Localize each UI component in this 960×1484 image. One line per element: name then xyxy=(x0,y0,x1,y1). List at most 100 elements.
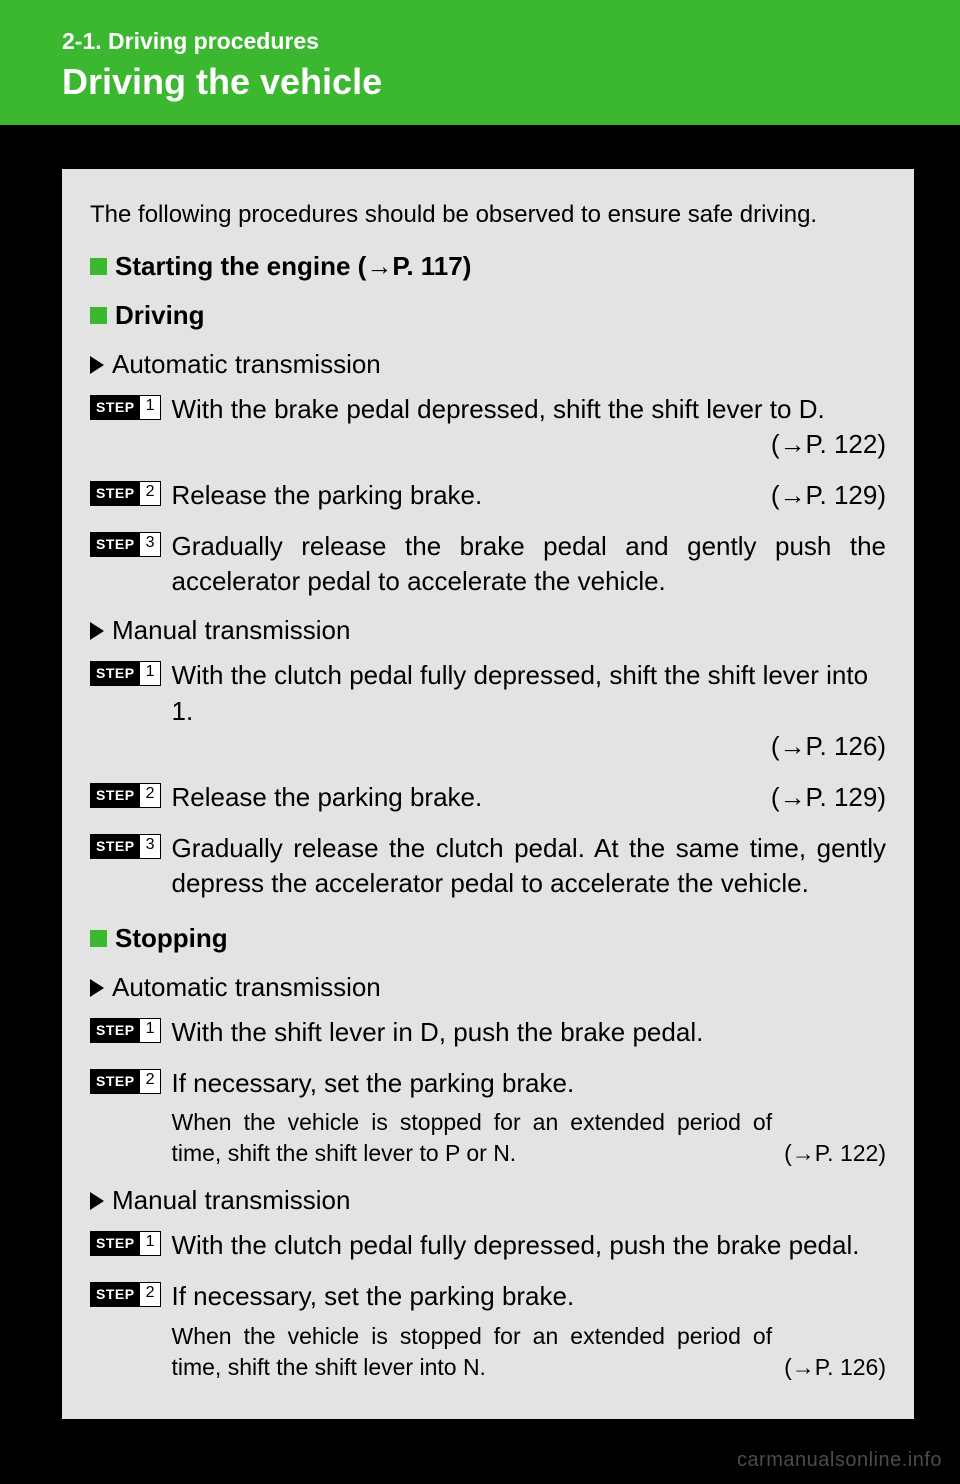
step-body: If necessary, set the parking brake. Whe… xyxy=(171,1279,886,1382)
intro-text: The following procedures should be obser… xyxy=(90,201,886,229)
step-row: STEP 1 With the clutch pedal fully depre… xyxy=(90,658,886,763)
step-ref: (→P. 122) xyxy=(772,1138,886,1169)
ref-close: P. 129) xyxy=(806,782,886,812)
step-badge: STEP 2 xyxy=(90,1069,161,1094)
step-label: STEP xyxy=(91,1019,140,1042)
step-row: STEP 1 With the shift lever in D, push t… xyxy=(90,1015,886,1050)
triangle-bullet-icon xyxy=(90,356,104,374)
step-number: 1 xyxy=(140,396,161,419)
step-badge: STEP 1 xyxy=(90,395,161,420)
arrow-icon: → xyxy=(780,429,806,459)
arrow-icon: → xyxy=(780,731,806,761)
section-driving: Driving xyxy=(90,300,886,331)
triangle-bullet-icon xyxy=(90,979,104,997)
starting-title-b: P. 117) xyxy=(392,251,471,281)
square-bullet-icon xyxy=(90,258,107,275)
step-number: 1 xyxy=(140,1232,161,1255)
step-row: STEP 2 If necessary, set the parking bra… xyxy=(90,1066,886,1169)
step-number: 3 xyxy=(140,533,161,556)
step-ref: (→P. 129) xyxy=(759,478,886,513)
triangle-bullet-icon xyxy=(90,1192,104,1210)
step-badge: STEP 3 xyxy=(90,834,161,859)
sub-title-manual: Manual transmission xyxy=(112,615,350,646)
ref-close: P. 129) xyxy=(806,480,886,510)
step-number: 2 xyxy=(140,784,161,807)
step-badge: STEP 3 xyxy=(90,532,161,557)
section-starting: Starting the engine (→P. 117) xyxy=(90,251,886,282)
content-card: The following procedures should be obser… xyxy=(62,169,914,1419)
subsection-auto: Automatic transmission xyxy=(90,972,886,1003)
step-row: STEP 1 With the clutch pedal fully depre… xyxy=(90,1228,886,1263)
step-ref: (→P. 126) xyxy=(772,1352,886,1383)
step-label: STEP xyxy=(91,396,140,419)
step-label: STEP xyxy=(91,533,140,556)
ref-close: P. 122) xyxy=(806,429,886,459)
step-body: Release the parking brake. (→P. 129) xyxy=(171,780,886,815)
ref-close: P. 122) xyxy=(815,1140,886,1166)
step-label: STEP xyxy=(91,1283,140,1306)
step-label: STEP xyxy=(91,482,140,505)
step-row: STEP 2 Release the parking brake. (→P. 1… xyxy=(90,780,886,815)
section-title-starting: Starting the engine (→P. 117) xyxy=(115,251,471,282)
step-text: With the clutch pedal fully depressed, s… xyxy=(171,658,886,728)
step-ref: (→P. 122) xyxy=(759,427,886,462)
step-row: STEP 2 Release the parking brake. (→P. 1… xyxy=(90,478,886,513)
step-row: STEP 3 Gradually release the brake pedal… xyxy=(90,529,886,599)
step-label: STEP xyxy=(91,835,140,858)
subsection-manual: Manual transmission xyxy=(90,1185,886,1216)
arrow-icon: → xyxy=(792,1140,815,1166)
step-badge: STEP 2 xyxy=(90,481,161,506)
ref-open: ( xyxy=(771,429,780,459)
ref-close: P. 126) xyxy=(815,1354,886,1380)
step-number: 2 xyxy=(140,1283,161,1306)
step-number: 3 xyxy=(140,835,161,858)
section-title-driving: Driving xyxy=(115,300,205,331)
triangle-bullet-icon xyxy=(90,622,104,640)
sub-title-manual: Manual transmission xyxy=(112,1185,350,1216)
step-text: With the clutch pedal fully depressed, p… xyxy=(171,1228,886,1263)
square-bullet-icon xyxy=(90,930,107,947)
step-label: STEP xyxy=(91,662,140,685)
step-text: If necessary, set the parking brake. xyxy=(171,1279,886,1314)
step-note-text: When the vehicle is stopped for an exten… xyxy=(171,1107,772,1169)
step-number: 2 xyxy=(140,482,161,505)
step-number: 1 xyxy=(140,662,161,685)
step-text: With the shift lever in D, push the brak… xyxy=(171,1015,886,1050)
step-badge: STEP 2 xyxy=(90,783,161,808)
step-body: With the clutch pedal fully depressed, s… xyxy=(171,658,886,763)
step-text: With the brake pedal depressed, shift th… xyxy=(171,392,886,427)
step-number: 1 xyxy=(140,1019,161,1042)
step-text: Gradually release the clutch pedal. At t… xyxy=(171,831,886,901)
arrow-icon: → xyxy=(780,480,806,510)
step-note-text: When the vehicle is stopped for an exten… xyxy=(171,1321,772,1383)
subsection-auto: Automatic transmission xyxy=(90,349,886,380)
section-title-stopping: Stopping xyxy=(115,923,228,954)
sub-title-auto: Automatic transmission xyxy=(112,349,381,380)
step-text: Release the parking brake. xyxy=(171,478,482,513)
step-label: STEP xyxy=(91,784,140,807)
step-row: STEP 3 Gradually release the clutch peda… xyxy=(90,831,886,901)
step-ref: (→P. 126) xyxy=(759,729,886,764)
step-text: Release the parking brake. xyxy=(171,780,482,815)
arrow-icon: → xyxy=(792,1354,815,1380)
step-row: STEP 2 If necessary, set the parking bra… xyxy=(90,1279,886,1382)
step-body: Release the parking brake. (→P. 129) xyxy=(171,478,886,513)
step-label: STEP xyxy=(91,1232,140,1255)
step-badge: STEP 2 xyxy=(90,1282,161,1307)
step-body: With the brake pedal depressed, shift th… xyxy=(171,392,886,462)
ref-open: ( xyxy=(771,731,780,761)
step-badge: STEP 1 xyxy=(90,1018,161,1043)
ref-open: ( xyxy=(784,1354,792,1380)
step-number: 2 xyxy=(140,1070,161,1093)
step-badge: STEP 1 xyxy=(90,661,161,686)
arrow-icon: → xyxy=(780,782,806,812)
ref-open: ( xyxy=(784,1140,792,1166)
page-title: Driving the vehicle xyxy=(62,61,900,103)
ref-close: P. 126) xyxy=(806,731,886,761)
step-text: Gradually release the brake pedal and ge… xyxy=(171,529,886,599)
section-stopping: Stopping xyxy=(90,923,886,954)
starting-title-a: Starting the engine ( xyxy=(115,251,366,281)
step-text: If necessary, set the parking brake. xyxy=(171,1066,886,1101)
step-ref: (→P. 129) xyxy=(759,780,886,815)
sub-title-auto: Automatic transmission xyxy=(112,972,381,1003)
